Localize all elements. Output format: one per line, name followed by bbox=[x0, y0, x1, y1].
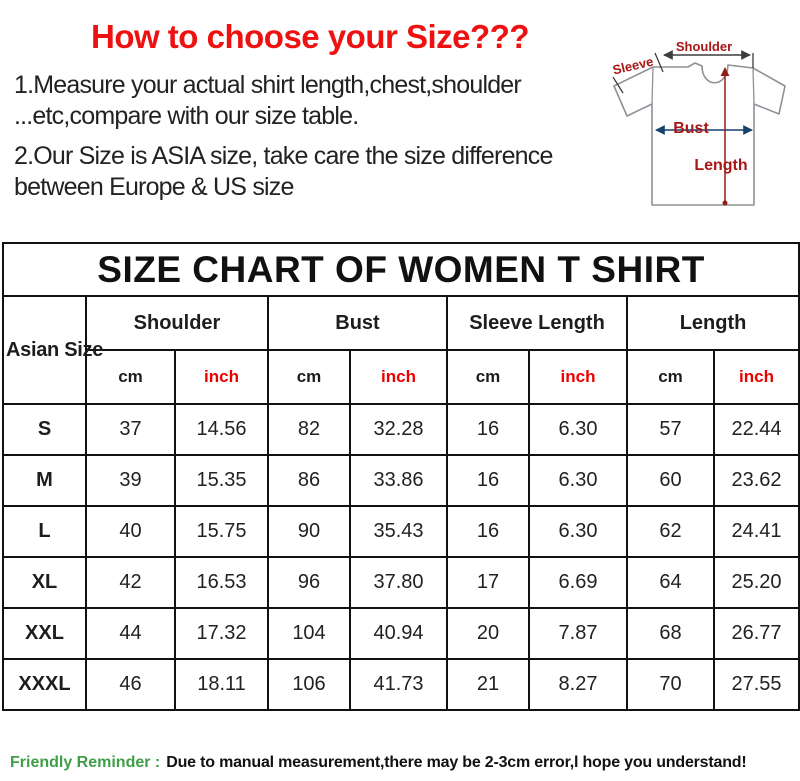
unit-header-cm: cm bbox=[85, 349, 176, 405]
table-row-xxxl: XXXL 46 18.11 106 41.73 21 8.27 70 27.55 bbox=[2, 658, 800, 711]
value-cell: 23.62 bbox=[712, 454, 800, 507]
value-cell: 25.20 bbox=[712, 556, 800, 609]
page-title: How to choose your Size??? bbox=[90, 18, 530, 55]
value-cell: 90 bbox=[267, 505, 351, 558]
unit-header-inch: inch bbox=[528, 349, 628, 405]
value-cell: 15.75 bbox=[174, 505, 269, 558]
value-cell: 82 bbox=[267, 403, 351, 456]
size-cell: S bbox=[2, 403, 87, 456]
bust-label: Bust bbox=[673, 120, 709, 137]
value-cell: 70 bbox=[626, 658, 715, 711]
value-cell: 7.87 bbox=[528, 607, 628, 660]
intro-section: How to choose your Size??? 1.Measure you… bbox=[0, 0, 620, 203]
unit-header-cm: cm bbox=[446, 349, 530, 405]
instruction-step-1: 1.Measure your actual shirt length,chest… bbox=[14, 70, 620, 132]
friendly-reminder: Friendly Reminder : Due to manual measure… bbox=[0, 747, 800, 781]
value-cell: 64 bbox=[626, 556, 715, 609]
value-cell: 60 bbox=[626, 454, 715, 507]
size-cell: L bbox=[2, 505, 87, 558]
col-header-bust: Bust bbox=[267, 295, 448, 351]
value-cell: 68 bbox=[626, 607, 715, 660]
instruction-2-line-2: between Europe & US size bbox=[14, 173, 294, 201]
value-cell: 6.30 bbox=[528, 403, 628, 456]
value-cell: 6.30 bbox=[528, 505, 628, 558]
value-cell: 37.80 bbox=[349, 556, 448, 609]
value-cell: 106 bbox=[267, 658, 351, 711]
value-cell: 44 bbox=[85, 607, 176, 660]
value-cell: 33.86 bbox=[349, 454, 448, 507]
value-cell: 32.28 bbox=[349, 403, 448, 456]
value-cell: 26.77 bbox=[712, 607, 800, 660]
shoulder-dimension-arrow bbox=[612, 50, 754, 94]
instruction-1-line-1: 1.Measure your actual shirt length,chest… bbox=[14, 71, 522, 99]
value-cell: 14.56 bbox=[174, 403, 269, 456]
length-label: Length bbox=[694, 157, 747, 174]
value-cell: 15.35 bbox=[174, 454, 269, 507]
unit-header-cm: cm bbox=[267, 349, 351, 405]
value-cell: 37 bbox=[85, 403, 176, 456]
value-cell: 16.53 bbox=[174, 556, 269, 609]
tshirt-diagram-svg: Shoulder Sleeve Bust Length bbox=[611, 39, 786, 206]
value-cell: 17 bbox=[446, 556, 530, 609]
value-cell: 18.11 bbox=[174, 658, 269, 711]
value-cell: 42 bbox=[85, 556, 176, 609]
size-cell: M bbox=[2, 454, 87, 507]
value-cell: 16 bbox=[446, 403, 530, 456]
value-cell: 8.27 bbox=[528, 658, 628, 711]
value-cell: 96 bbox=[267, 556, 351, 609]
value-cell: 57 bbox=[626, 403, 715, 456]
value-cell: 39 bbox=[85, 454, 176, 507]
size-cell: XXXL bbox=[2, 658, 87, 711]
table-title: SIZE CHART OF WOMEN T SHIRT bbox=[1, 242, 800, 297]
value-cell: 22.44 bbox=[712, 403, 800, 456]
table-row-s: S 37 14.56 82 32.28 16 6.30 57 22.44 bbox=[2, 403, 800, 456]
value-cell: 17.32 bbox=[174, 607, 269, 660]
size-cell: XL bbox=[2, 556, 87, 609]
value-cell: 40 bbox=[85, 505, 176, 558]
reminder-text: Due to manual measurement,there may be 2… bbox=[166, 754, 747, 771]
value-cell: 24.41 bbox=[712, 505, 800, 558]
col-header-sleeve-length: Sleeve Length bbox=[446, 295, 628, 351]
size-cell: XXL bbox=[2, 607, 87, 660]
size-chart-table: SIZE CHART OF WOMEN T SHIRT Asian Size S… bbox=[1, 242, 800, 711]
value-cell: 6.69 bbox=[528, 556, 628, 609]
tshirt-measurement-diagram: Shoulder Sleeve Bust Length bbox=[608, 0, 800, 235]
value-cell: 16 bbox=[446, 505, 530, 558]
unit-header-cm: cm bbox=[626, 349, 715, 405]
instruction-step-2: 2.Our Size is ASIA size, take care the s… bbox=[14, 141, 620, 203]
length-dimension-line bbox=[720, 67, 730, 206]
table-row-xxl: XXL 44 17.32 104 40.94 20 7.87 68 26.77 bbox=[2, 607, 800, 660]
value-cell: 46 bbox=[85, 658, 176, 711]
value-cell: 41.73 bbox=[349, 658, 448, 711]
value-cell: 20 bbox=[446, 607, 530, 660]
value-cell: 40.94 bbox=[349, 607, 448, 660]
shoulder-label: Shoulder bbox=[676, 39, 732, 54]
col-header-asian-size: Asian Size bbox=[2, 295, 103, 405]
value-cell: 35.43 bbox=[349, 505, 448, 558]
value-cell: 6.30 bbox=[528, 454, 628, 507]
instruction-1-line-2: ...etc,compare with our size table. bbox=[14, 102, 359, 130]
value-cell: 86 bbox=[267, 454, 351, 507]
value-cell: 104 bbox=[267, 607, 351, 660]
reminder-label: Friendly Reminder : bbox=[10, 754, 161, 771]
instruction-2-line-1: 2.Our Size is ASIA size, take care the s… bbox=[14, 142, 553, 170]
col-header-length: Length bbox=[625, 295, 800, 351]
value-cell: 21 bbox=[446, 658, 530, 711]
table-row-l: L 40 15.75 90 35.43 16 6.30 62 24.41 bbox=[2, 505, 800, 558]
value-cell: 62 bbox=[626, 505, 715, 558]
table-row-m: M 39 15.35 86 33.86 16 6.30 60 23.62 bbox=[2, 454, 800, 507]
col-header-shoulder: Shoulder bbox=[85, 295, 269, 351]
unit-header-inch: inch bbox=[349, 349, 448, 405]
value-cell: 16 bbox=[446, 454, 530, 507]
table-row-xl: XL 42 16.53 96 37.80 17 6.69 64 25.20 bbox=[2, 556, 800, 609]
value-cell: 27.55 bbox=[712, 658, 800, 711]
unit-header-inch: inch bbox=[174, 349, 269, 405]
unit-header-inch: inch bbox=[712, 349, 800, 405]
